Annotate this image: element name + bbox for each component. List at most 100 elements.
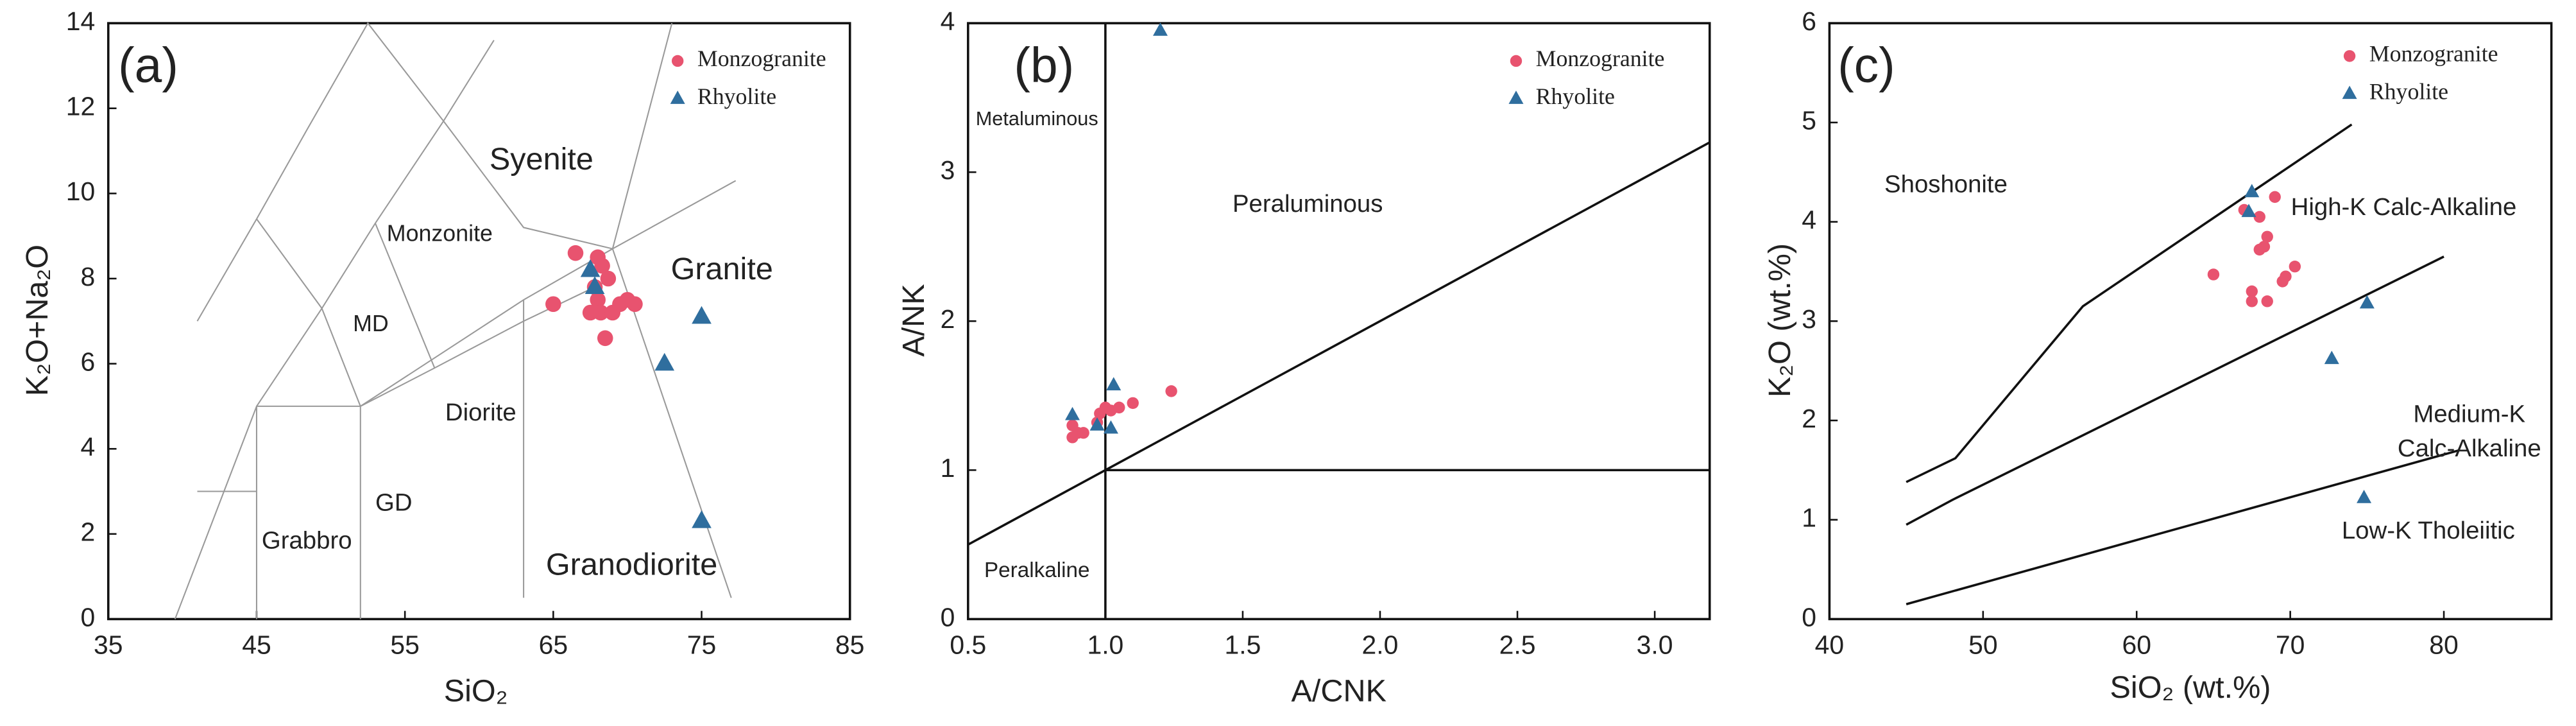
circle-marker — [1113, 401, 1125, 414]
y-tick-label: 14 — [66, 6, 96, 36]
field-label: Monzonite — [387, 220, 493, 246]
triangle-marker — [1508, 91, 1524, 104]
triangle-marker — [1089, 417, 1105, 431]
field-label: Diorite — [445, 399, 516, 426]
field-label: Granite — [671, 252, 773, 286]
y-tick-label: 1 — [1802, 503, 1816, 533]
triangle-marker — [1103, 420, 1118, 434]
y-tick-label: 4 — [1802, 205, 1816, 234]
triangle-marker — [580, 259, 601, 277]
x-tick-label: 2.0 — [1362, 630, 1399, 660]
legend-label: Rhyolite — [2369, 78, 2448, 104]
x-tick-label: 65 — [539, 630, 568, 660]
y-tick-label: 0 — [1802, 602, 1816, 632]
circle-marker — [1066, 419, 1079, 431]
triangle-marker — [1064, 406, 1080, 420]
boundary-line — [196, 22, 495, 322]
circle-marker — [2207, 268, 2220, 281]
field-label: Grabbro — [262, 526, 352, 554]
y-tick-label: 3 — [941, 155, 955, 185]
circle-marker — [2280, 270, 2292, 282]
y-axis-label: A/NK — [896, 284, 931, 356]
circle-marker — [590, 291, 606, 308]
boundary-line — [256, 121, 445, 310]
y-axis-label: K₂O (wt.%) — [1762, 243, 1797, 397]
circle-marker — [2289, 260, 2301, 273]
x-tick-label: 35 — [94, 630, 123, 660]
x-tick-label: 45 — [242, 630, 271, 660]
circle-marker — [2261, 295, 2273, 307]
circle-marker — [627, 296, 643, 313]
triangle-marker — [2241, 203, 2256, 218]
y-tick-label: 8 — [81, 262, 96, 291]
x-axis-label: A/CNK — [1292, 673, 1386, 708]
x-tick-label: 0.5 — [950, 630, 986, 660]
circle-marker — [1510, 55, 1523, 67]
boundary-line — [611, 22, 673, 249]
triangle-marker — [2342, 85, 2357, 99]
y-tick-label: 3 — [1802, 304, 1816, 334]
y-tick-label: 1 — [941, 453, 955, 483]
triangle-marker — [1152, 22, 1168, 36]
circle-marker — [1165, 385, 1177, 397]
boundary-line — [443, 121, 737, 250]
y-tick-label: 6 — [1802, 6, 1816, 36]
triangle-marker — [584, 276, 605, 294]
boundary-line — [967, 141, 1710, 546]
panel-label: (b) — [1014, 39, 1074, 93]
circle-marker — [1127, 397, 1139, 410]
y-tick-label: 2 — [81, 517, 96, 547]
y-tick-label: 6 — [81, 347, 96, 376]
circle-marker — [1077, 427, 1089, 439]
circle-marker — [2246, 285, 2258, 298]
y-tick-label: 0 — [941, 602, 955, 632]
x-tick-label: 1.0 — [1087, 630, 1123, 660]
x-tick-label: 60 — [2122, 630, 2151, 660]
field-label: Syenite — [490, 142, 593, 177]
y-tick-label: 0 — [81, 602, 96, 632]
boundary-line — [1906, 255, 2444, 526]
y-axis-label: K₂O+Na₂O — [20, 245, 55, 396]
field-label: Medium-K — [2413, 400, 2525, 428]
field-label: Granodiorite — [546, 547, 717, 582]
boundary-line — [374, 223, 436, 368]
circle-marker — [2343, 50, 2356, 62]
field-label: GD — [375, 489, 413, 517]
x-tick-label: 50 — [1968, 630, 1998, 660]
field-label: Metaluminous — [976, 107, 1098, 130]
x-tick-label: 80 — [2429, 630, 2459, 660]
x-tick-label: 85 — [835, 630, 865, 660]
legend-label: Monzogranite — [697, 46, 826, 71]
y-tick-label: 4 — [81, 432, 96, 462]
triangle-marker — [692, 510, 712, 528]
field-label: Calc-Alkaline — [2398, 435, 2541, 462]
x-tick-label: 40 — [1815, 630, 1845, 660]
panel: 35 45 55 65 75 85 0 2 4 6 8 10 12 14 Monzogranite Rhyol… — [20, 6, 864, 708]
field-label: Peralkaline — [984, 558, 1089, 582]
panel-label: (a) — [118, 39, 178, 93]
circle-marker — [2253, 211, 2265, 223]
circle-marker — [597, 330, 613, 347]
boundary-line — [1906, 449, 2460, 605]
x-tick-label: 70 — [2276, 630, 2305, 660]
y-tick-label: 12 — [66, 92, 96, 121]
x-tick-label: 3.0 — [1637, 630, 1673, 660]
plot-frame — [107, 22, 851, 621]
triangle-marker — [1106, 377, 1122, 391]
circle-marker — [594, 257, 610, 274]
triangle-marker — [654, 352, 675, 371]
circle-marker — [567, 245, 584, 261]
legend-label: Rhyolite — [697, 83, 776, 109]
triangle-marker — [670, 91, 685, 104]
circle-marker — [600, 270, 617, 287]
panel-label: (c) — [1838, 39, 1895, 93]
field-label: Peraluminous — [1233, 190, 1383, 218]
circle-marker — [604, 304, 621, 321]
legend-label: Monzogranite — [1536, 46, 1665, 71]
circle-marker — [2246, 295, 2258, 307]
circle-marker — [671, 55, 684, 67]
boundary-line — [256, 278, 613, 408]
circle-marker — [582, 304, 599, 321]
y-tick-label: 5 — [1802, 106, 1816, 135]
triangle-marker — [2357, 490, 2372, 503]
